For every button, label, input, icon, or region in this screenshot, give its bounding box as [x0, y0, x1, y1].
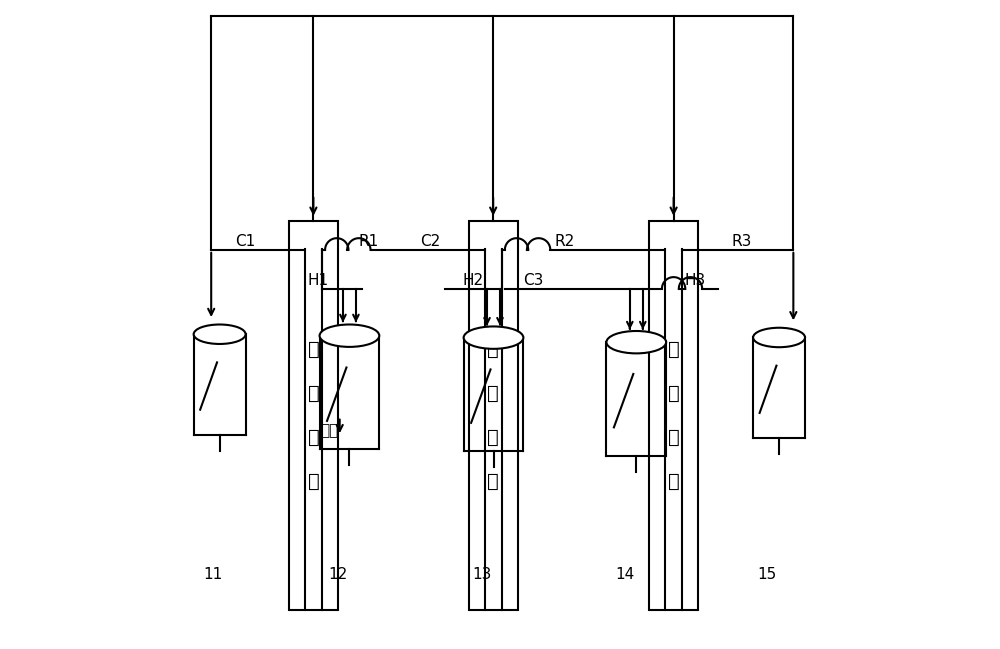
Text: 12: 12: [328, 567, 347, 582]
Text: C2: C2: [420, 234, 440, 249]
Text: 二

级

结

晶: 二 级 结 晶: [487, 340, 499, 491]
Ellipse shape: [606, 331, 666, 353]
Ellipse shape: [320, 324, 379, 347]
Text: 三

级

结

晶: 三 级 结 晶: [668, 340, 679, 491]
Text: R1: R1: [359, 234, 379, 249]
Text: 11: 11: [204, 567, 223, 582]
Text: C1: C1: [235, 234, 256, 249]
Text: 原料: 原料: [320, 422, 338, 438]
Text: H2: H2: [462, 273, 483, 288]
Text: R2: R2: [555, 234, 575, 249]
Text: 一

级

结

晶: 一 级 结 晶: [308, 340, 319, 491]
Ellipse shape: [753, 328, 805, 347]
Bar: [289, 221, 338, 610]
Text: R3: R3: [731, 234, 752, 249]
Bar: [469, 221, 518, 610]
Ellipse shape: [194, 324, 246, 344]
Text: C3: C3: [524, 273, 544, 288]
Text: 14: 14: [615, 567, 634, 582]
Text: H3: H3: [684, 273, 705, 288]
Text: 13: 13: [472, 567, 492, 582]
Text: H1: H1: [308, 273, 329, 288]
Ellipse shape: [464, 326, 523, 349]
Bar: [649, 221, 698, 610]
Text: 15: 15: [758, 567, 777, 582]
